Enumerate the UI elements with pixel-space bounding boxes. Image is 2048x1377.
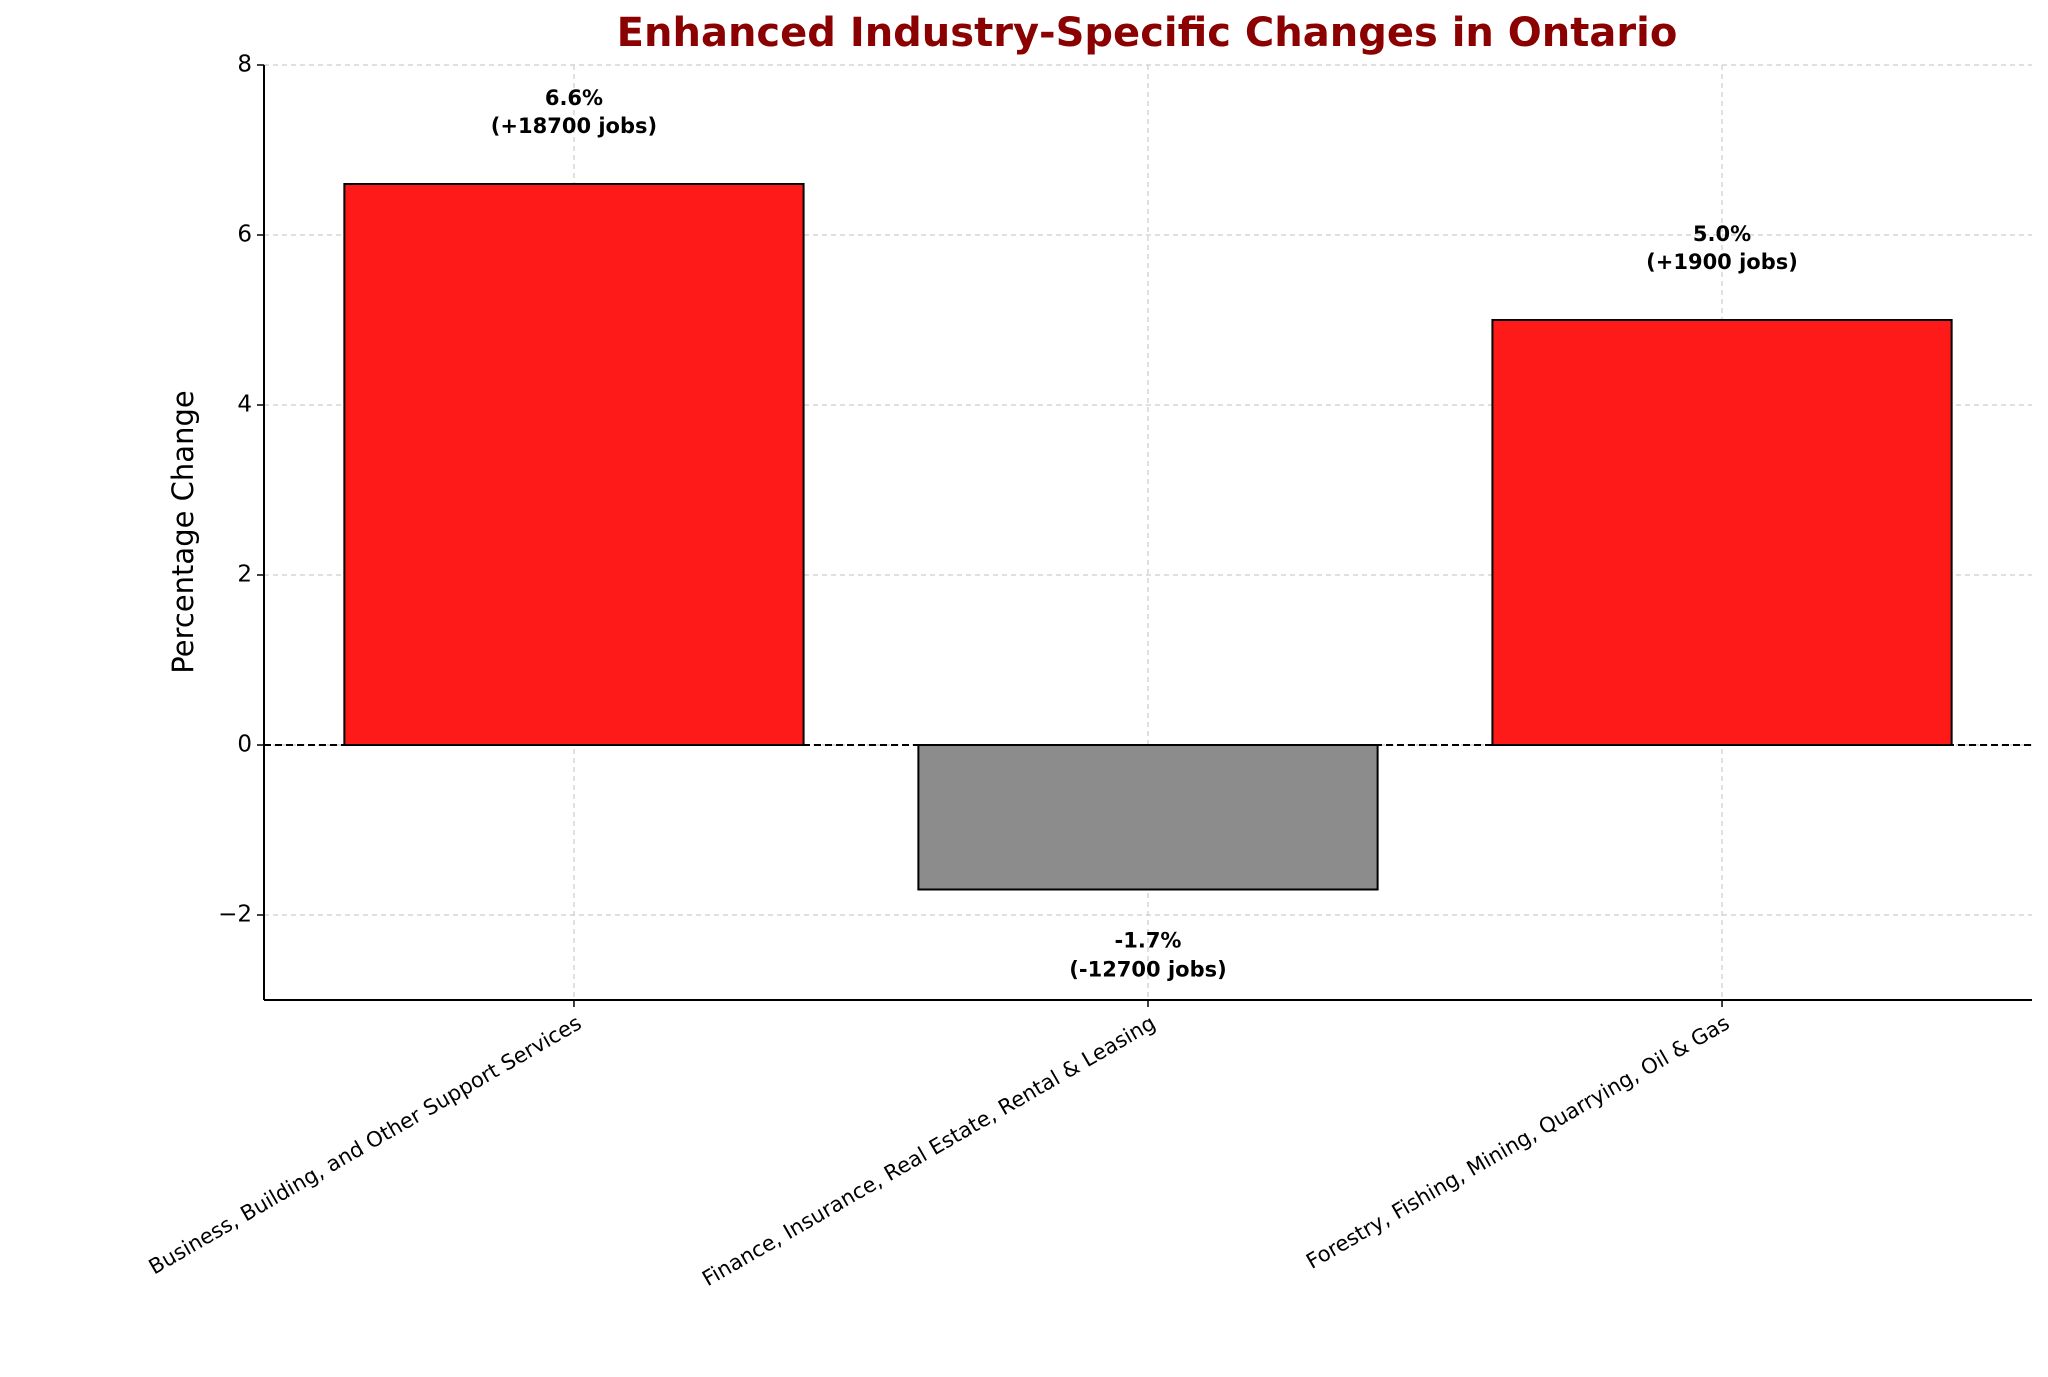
value-label: 6.6% bbox=[545, 86, 603, 110]
value-label: 5.0% bbox=[1693, 222, 1751, 246]
x-tick-label: Business, Building, and Other Support Se… bbox=[145, 1011, 586, 1279]
y-tick-label: 6 bbox=[237, 222, 252, 248]
x-tick-label: Finance, Insurance, Real Estate, Rental … bbox=[698, 1011, 1159, 1291]
chart-title: Enhanced Industry-Specific Changes in On… bbox=[617, 10, 1678, 56]
bar bbox=[343, 183, 805, 746]
y-tick-label: 8 bbox=[237, 52, 252, 78]
y-tick-label: 4 bbox=[237, 392, 252, 418]
annotation: (-12700 jobs) bbox=[1069, 958, 1226, 982]
y-tick-label: 0 bbox=[237, 732, 252, 758]
y-axis-label: Percentage Change bbox=[166, 390, 200, 673]
y-tick-label: 2 bbox=[237, 562, 252, 588]
annotation: (+1900 jobs) bbox=[1646, 250, 1798, 274]
annotation: (+18700 jobs) bbox=[491, 114, 657, 138]
x-tick-label: Forestry, Fishing, Mining, Quarrying, Oi… bbox=[1302, 1011, 1733, 1274]
bar bbox=[1491, 319, 1953, 746]
bar bbox=[917, 744, 1379, 891]
value-label: -1.7% bbox=[1115, 929, 1182, 953]
y-tick-label: −2 bbox=[218, 902, 252, 928]
